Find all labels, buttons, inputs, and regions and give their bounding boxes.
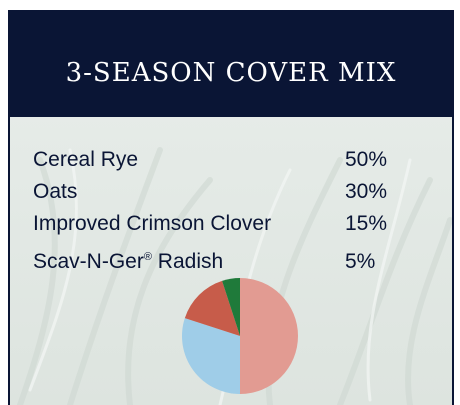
pie-slice-2	[182, 318, 240, 394]
header-banner: 3-SEASON COVER MIX	[10, 10, 452, 117]
cover-mix-card: 3-SEASON COVER MIX Cereal Rye 50% Oats 3…	[8, 10, 454, 405]
pie-slice-3	[184, 280, 240, 336]
chart-title: 3-SEASON COVER MIX	[65, 57, 397, 88]
tick-label: Improved Crimson Clover	[33, 212, 272, 235]
data-label: 15%	[345, 212, 388, 235]
pie-slice-1	[240, 278, 298, 394]
list-item: Oats 30%	[33, 176, 433, 208]
data-label: 5%	[345, 250, 376, 273]
data-label: 50%	[345, 148, 388, 171]
pie-slice-4	[222, 278, 240, 336]
mix-list: Cereal Rye 50% Oats 30% Improved Crimson…	[33, 144, 433, 278]
list-item: Improved Crimson Clover 15%	[33, 208, 433, 240]
list-item: Cereal Rye 50%	[33, 144, 433, 176]
pie-chart	[182, 278, 298, 394]
list-item: Scav-N-Ger® Radish 5%	[33, 246, 433, 278]
tick-label: Cereal Rye	[33, 148, 139, 171]
tick-label: Scav-N-Ger® Radish	[33, 250, 224, 273]
tick-label: Oats	[33, 180, 78, 203]
data-label: 30%	[345, 180, 388, 203]
